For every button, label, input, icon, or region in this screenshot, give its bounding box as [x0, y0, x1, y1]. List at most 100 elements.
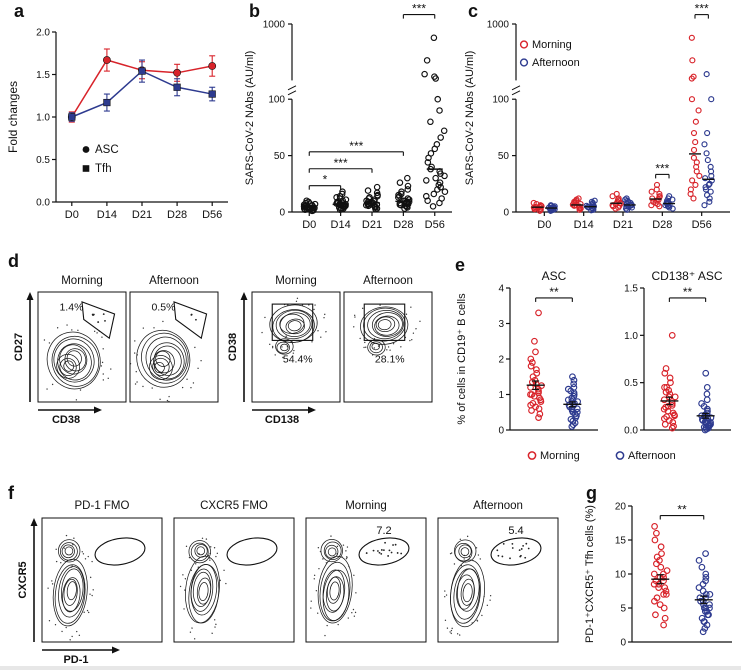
- svg-text:PD-1⁺CXCR5⁺ Tfh cells (%): PD-1⁺CXCR5⁺ Tfh cells (%): [584, 505, 596, 643]
- svg-text:D28: D28: [393, 219, 413, 231]
- panel-label-b: b: [249, 1, 260, 21]
- svg-text:20: 20: [615, 502, 627, 513]
- svg-text:0: 0: [620, 638, 626, 649]
- panel-b-nabs-scatter: 0 50 100 1000 D0 D14 D21 D28 D56 * *** *** *** SARS-C…: [240, 2, 462, 250]
- svg-text:Afternoon: Afternoon: [532, 57, 580, 69]
- svg-text:5.4: 5.4: [508, 525, 523, 537]
- svg-text:1: 1: [498, 390, 504, 401]
- panel-label-c: c: [468, 1, 479, 21]
- svg-text:50: 50: [274, 151, 286, 162]
- svg-text:0: 0: [498, 426, 504, 437]
- svg-text:Morning: Morning: [61, 275, 103, 287]
- panel-a-fold-change-line-chart: 0.0 0.5 1.0 1.5 2.0 D0 D14 D21 D28 D56 ASC Tfh Fold …: [2, 2, 240, 250]
- svg-text:4: 4: [498, 284, 504, 295]
- svg-text:1000: 1000: [263, 20, 286, 31]
- panel-e-canvas: 0 1 2 3 4 ** % of cells in CD19⁺ B cells ASC Mor…: [456, 269, 731, 462]
- svg-text:***: ***: [334, 156, 348, 170]
- svg-text:0.5%: 0.5%: [151, 302, 175, 314]
- svg-text:0: 0: [279, 208, 285, 219]
- svg-text:100: 100: [268, 95, 285, 106]
- svg-text:D0: D0: [537, 219, 551, 231]
- svg-text:D14: D14: [331, 219, 351, 231]
- svg-text:PD-1 FMO: PD-1 FMO: [75, 500, 130, 512]
- svg-text:0.5: 0.5: [36, 155, 50, 166]
- svg-text:CXCR5 FMO: CXCR5 FMO: [200, 500, 268, 512]
- svg-text:**: **: [677, 503, 687, 517]
- svg-text:D0: D0: [65, 209, 79, 221]
- svg-text:50: 50: [498, 151, 510, 162]
- svg-text:1.5: 1.5: [36, 70, 50, 81]
- svg-text:CD38: CD38: [52, 414, 80, 426]
- svg-text:SARS-CoV-2 NAbs (AU/ml): SARS-CoV-2 NAbs (AU/ml): [464, 51, 476, 185]
- svg-text:Morning: Morning: [532, 39, 572, 51]
- svg-text:D56: D56: [202, 209, 222, 221]
- panel-d-canvas: CD27 CD38 Morning 1.4% Afternoon 0.5% CD38 CD13…: [13, 275, 433, 426]
- panel-label-f: f: [8, 483, 14, 503]
- svg-text:*: *: [323, 173, 328, 187]
- panel-c-nabs-morning-afternoon-scatter: 0 50 100 1000 D0 D14 D21 D28 D56 *** *** SARS-CoV-2…: [460, 2, 739, 250]
- panel-d-flow-cytometry-plots: CD27 CD38 Morning 1.4% Afternoon 0.5% CD38 CD13…: [2, 252, 452, 480]
- svg-text:0.0: 0.0: [36, 198, 50, 209]
- svg-text:CXCR5: CXCR5: [17, 561, 29, 598]
- svg-text:54.4%: 54.4%: [283, 353, 313, 365]
- svg-text:0.0: 0.0: [624, 426, 638, 437]
- panel-g-canvas: 0 5 10 15 20 ** PD-1⁺CXCR5⁺ Tfh cells (%): [584, 502, 732, 649]
- svg-text:SARS-CoV-2 NAbs (AU/ml): SARS-CoV-2 NAbs (AU/ml): [244, 51, 256, 185]
- svg-text:CD27: CD27: [13, 333, 25, 361]
- svg-text:CD138⁺ ASC: CD138⁺ ASC: [651, 269, 722, 283]
- svg-text:3: 3: [498, 319, 504, 330]
- svg-text:D21: D21: [132, 209, 152, 221]
- svg-text:ASC: ASC: [95, 144, 119, 156]
- panel-f-canvas: CXCR5 PD-1 PD-1 FMO CXCR5 FMO Morning 7.2 Afte…: [17, 500, 559, 666]
- svg-text:28.1%: 28.1%: [375, 353, 405, 365]
- svg-text:1.0: 1.0: [36, 113, 50, 124]
- svg-text:2.0: 2.0: [36, 28, 50, 39]
- svg-text:***: ***: [695, 2, 709, 16]
- svg-text:D56: D56: [692, 219, 712, 231]
- panel-f-tfh-flow-plots: CXCR5 PD-1 PD-1 FMO CXCR5 FMO Morning 7.2 Afte…: [2, 482, 582, 668]
- svg-text:PD-1: PD-1: [63, 654, 88, 666]
- panel-g-tfh-frequency-scatter: 0 5 10 15 20 ** PD-1⁺CXCR5⁺ Tfh cells (%): [582, 482, 741, 668]
- svg-text:1000: 1000: [487, 20, 510, 31]
- svg-text:**: **: [683, 285, 693, 299]
- svg-text:***: ***: [349, 139, 363, 153]
- panel-e-asc-frequency-scatter: 0 1 2 3 4 ** % of cells in CD19⁺ B cells ASC Mor…: [452, 252, 739, 480]
- svg-text:D14: D14: [97, 209, 117, 221]
- svg-text:Morning: Morning: [275, 275, 317, 287]
- svg-text:5: 5: [620, 604, 626, 615]
- svg-text:D56: D56: [425, 219, 445, 231]
- svg-text:CD38: CD38: [227, 333, 239, 361]
- svg-text:Afternoon: Afternoon: [628, 450, 676, 462]
- svg-text:Afternoon: Afternoon: [363, 275, 413, 287]
- svg-text:0.5: 0.5: [624, 378, 638, 389]
- panel-label-d: d: [8, 251, 19, 271]
- svg-text:D0: D0: [302, 219, 316, 231]
- svg-text:1.0: 1.0: [624, 331, 638, 342]
- svg-text:Afternoon: Afternoon: [473, 500, 523, 512]
- svg-text:1.4%: 1.4%: [59, 302, 83, 314]
- svg-text:100: 100: [492, 95, 509, 106]
- panel-label-a: a: [14, 1, 25, 21]
- svg-text:15: 15: [615, 536, 627, 547]
- svg-text:***: ***: [655, 161, 669, 175]
- svg-text:Morning: Morning: [345, 500, 387, 512]
- svg-text:7.2: 7.2: [376, 525, 391, 537]
- panel-c-canvas: 0 50 100 1000 D0 D14 D21 D28 D56 *** *** SARS-CoV-2…: [464, 2, 730, 231]
- svg-text:Tfh: Tfh: [95, 163, 112, 175]
- svg-text:D21: D21: [613, 219, 633, 231]
- svg-text:D21: D21: [362, 219, 382, 231]
- svg-text:D28: D28: [652, 219, 672, 231]
- svg-text:2: 2: [498, 355, 504, 366]
- panel-a-canvas: 0.0 0.5 1.0 1.5 2.0 D0 D14 D21 D28 D56 ASC Tfh Fold …: [6, 28, 228, 221]
- svg-text:Fold changes: Fold changes: [6, 81, 20, 153]
- page-edge-strip: [0, 666, 741, 670]
- svg-text:**: **: [549, 285, 559, 299]
- svg-text:***: ***: [412, 2, 426, 16]
- svg-text:1.5: 1.5: [624, 284, 638, 295]
- panel-label-g: g: [586, 483, 597, 503]
- svg-text:D28: D28: [167, 209, 187, 221]
- svg-text:Morning: Morning: [540, 450, 580, 462]
- svg-text:% of cells in CD19⁺ B cells: % of cells in CD19⁺ B cells: [456, 293, 468, 425]
